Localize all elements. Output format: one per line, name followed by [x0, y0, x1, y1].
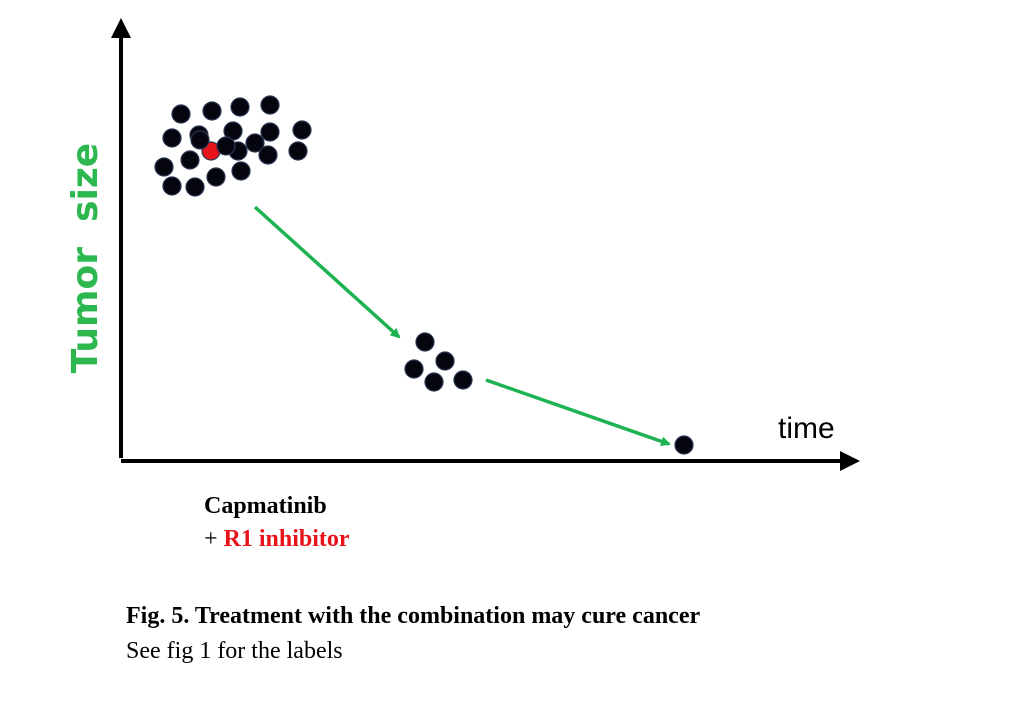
final-tumor-cluster	[674, 435, 694, 455]
y-axis-arrowhead	[111, 18, 131, 38]
inhibitor-label: R1 inhibitor	[224, 526, 350, 552]
tumor-cell	[415, 332, 435, 352]
tumor-cell	[185, 177, 205, 197]
treatment-combination-label: + R1 inhibitor	[204, 526, 350, 552]
reduction-arrow-1	[253, 205, 401, 339]
y-axis-label: Tumor size	[65, 143, 106, 373]
tumor-cell	[245, 133, 265, 153]
x-axis-arrowhead	[840, 451, 860, 471]
tumor-cell	[206, 167, 226, 187]
tumor-cell	[258, 145, 278, 165]
figure-caption-title: Fig. 5. Treatment with the combination m…	[126, 603, 701, 629]
tumor-cell	[202, 101, 222, 121]
tumor-cell	[453, 370, 473, 390]
tumor-cell	[260, 95, 280, 115]
tumor-cell	[180, 150, 200, 170]
tumor-cell	[230, 97, 250, 117]
tumor-cell	[288, 141, 308, 161]
tumor-cell	[154, 157, 174, 177]
treatment-drug-label: Capmatinib	[204, 493, 327, 519]
figure-caption-subtitle: See fig 1 for the labels	[126, 638, 343, 664]
tumor-cell	[216, 136, 236, 156]
tumor-cell	[435, 351, 455, 371]
tumor-cell	[190, 130, 210, 150]
tumor-cell	[260, 122, 280, 142]
x-axis-label: time	[778, 412, 835, 445]
reduction-arrow-2	[485, 378, 671, 447]
tumor-cell	[674, 435, 694, 455]
tumor-cell	[162, 176, 182, 196]
tumor-cell	[292, 120, 312, 140]
tumor-cell	[162, 128, 182, 148]
reduced-tumor-cluster	[404, 332, 473, 392]
plus-sign: +	[204, 526, 224, 552]
tumor-cell	[231, 161, 251, 181]
tumor-cell	[424, 372, 444, 392]
tumor-cell	[404, 359, 424, 379]
initial-tumor-cluster	[154, 95, 312, 197]
tumor-cell	[171, 104, 191, 124]
